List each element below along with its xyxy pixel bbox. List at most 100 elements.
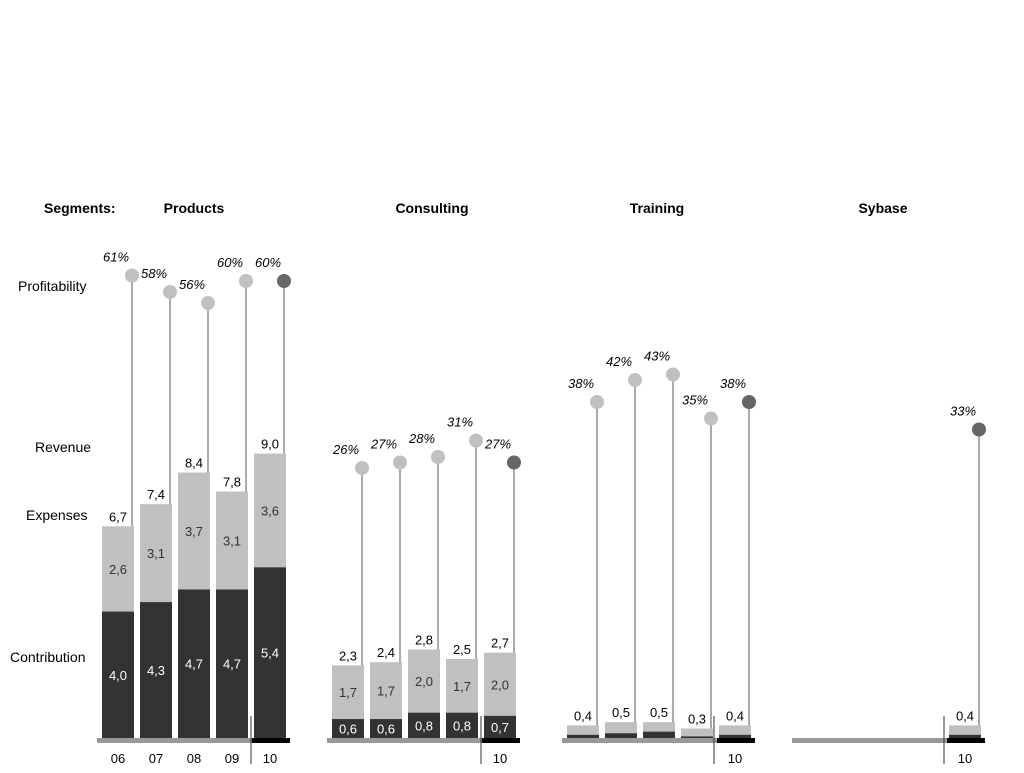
revenue-label-consulting-2: 2,8 — [415, 633, 433, 648]
contribution-bar-products-3 — [216, 589, 248, 738]
profitability-label-consulting-0: 26% — [332, 442, 359, 457]
expenses-label-products-2: 3,7 — [185, 524, 203, 539]
year-tick-training-10: 10 — [728, 751, 742, 766]
expenses-label-products-0: 2,6 — [109, 562, 127, 577]
profitability-marker-training-4 — [742, 395, 756, 409]
contribution-bar-products-0 — [102, 611, 134, 738]
chart-marks: Products 06 61% 4,0 2,6 6,7 07 58% 4,3 3,1 7,4 08 56… — [97, 200, 986, 766]
contribution-bar-products-4 — [254, 567, 286, 738]
contribution-label-products-4: 5,4 — [261, 646, 279, 661]
contribution-label-consulting-0: 0,6 — [339, 722, 357, 737]
revenue-label-training-0: 0,4 — [574, 708, 592, 723]
segment-header-training: Training — [630, 200, 684, 216]
expenses-bar-training-0 — [567, 725, 599, 738]
contribution-label-products-1: 4,3 — [147, 663, 165, 678]
contribution-bar-consulting-4 — [484, 715, 516, 738]
revenue-label-products-0: 6,7 — [109, 509, 127, 524]
profitability-label-training-3: 35% — [682, 393, 708, 408]
contribution-bar-training-2 — [643, 731, 675, 738]
revenue-label-consulting-4: 2,7 — [491, 636, 509, 651]
contribution-bar-consulting-3 — [446, 712, 478, 738]
profitability-marker-sybase-4 — [972, 422, 986, 437]
profitability-marker-consulting-0 — [355, 461, 369, 475]
profitability-marker-training-0 — [590, 395, 604, 409]
expenses-label-consulting-0: 1,7 — [339, 685, 357, 700]
profitability-label-products-0: 61% — [103, 250, 129, 265]
year-tick-products-09: 09 — [225, 751, 239, 766]
profitability-label-sybase-4: 33% — [950, 404, 976, 419]
revenue-label-sybase-4: 0,4 — [956, 708, 974, 723]
profitability-label-consulting-1: 27% — [370, 437, 397, 452]
contribution-bar-training-1 — [605, 733, 637, 738]
profitability-label-products-2: 56% — [179, 277, 205, 292]
profitability-marker-products-1 — [163, 285, 177, 299]
profitability-marker-training-2 — [666, 367, 680, 382]
contribution-label-consulting-2: 0,8 — [415, 718, 433, 733]
revenue-label-consulting-0: 2,3 — [339, 648, 357, 663]
contribution-bar-consulting-0 — [332, 719, 364, 738]
contribution-label-consulting-4: 0,7 — [491, 720, 509, 735]
row-label-contribution: Contribution — [10, 649, 86, 665]
year-tick-sybase-10: 10 — [958, 751, 972, 766]
profitability-label-consulting-4: 27% — [484, 437, 511, 452]
profitability-marker-products-0 — [125, 268, 139, 283]
profitability-label-training-0: 38% — [568, 376, 594, 391]
profitability-label-consulting-3: 31% — [447, 415, 473, 430]
year-tick-products-08: 08 — [187, 751, 201, 766]
contribution-label-products-0: 4,0 — [109, 668, 127, 683]
revenue-label-consulting-3: 2,5 — [453, 642, 471, 657]
expenses-label-consulting-2: 2,0 — [415, 674, 433, 689]
contribution-bar-products-1 — [140, 602, 172, 738]
year-tick-consulting-10: 10 — [493, 751, 507, 766]
profitability-label-products-4: 60% — [255, 255, 281, 270]
profitability-marker-products-4 — [277, 274, 291, 288]
contribution-bar-products-2 — [178, 589, 210, 738]
expenses-bar-sybase-4 — [949, 725, 981, 738]
row-label-expenses: Expenses — [26, 507, 87, 523]
contribution-bar-training-4 — [719, 734, 751, 738]
contribution-label-products-2: 4,7 — [185, 657, 203, 672]
year-tick-products-10: 10 — [263, 751, 277, 766]
expenses-bar-training-3 — [681, 728, 713, 738]
profitability-label-consulting-2: 28% — [408, 431, 435, 446]
revenue-label-consulting-1: 2,4 — [377, 645, 395, 660]
profitability-label-products-3: 60% — [217, 255, 243, 270]
contribution-bar-consulting-2 — [408, 712, 440, 738]
expenses-label-consulting-1: 1,7 — [377, 684, 395, 699]
revenue-label-products-2: 8,4 — [185, 456, 203, 471]
profitability-label-training-2: 43% — [644, 349, 670, 364]
profitability-marker-products-2 — [201, 296, 215, 310]
profitability-marker-products-3 — [239, 274, 253, 288]
expenses-label-products-4: 3,6 — [261, 503, 279, 518]
segment-header-products: Products — [164, 200, 225, 216]
segments-label: Segments: — [44, 200, 116, 216]
profitability-marker-consulting-4 — [507, 455, 521, 470]
profitability-marker-consulting-2 — [431, 450, 445, 464]
contribution-label-products-3: 4,7 — [223, 657, 241, 672]
row-label-revenue: Revenue — [35, 439, 91, 455]
expenses-bar-training-4 — [719, 725, 751, 738]
year-tick-products-07: 07 — [149, 751, 163, 766]
profitability-label-training-1: 42% — [606, 354, 632, 369]
contribution-label-consulting-1: 0,6 — [377, 722, 395, 737]
contribution-bar-sybase-4 — [949, 734, 981, 738]
contribution-bar-training-0 — [567, 734, 599, 738]
segment-header-consulting: Consulting — [395, 200, 468, 216]
profitability-marker-training-1 — [628, 373, 642, 387]
expenses-label-products-1: 3,1 — [147, 546, 165, 561]
expenses-label-consulting-4: 2,0 — [491, 677, 509, 692]
profitability-marker-consulting-1 — [393, 455, 407, 470]
segment-header-sybase: Sybase — [858, 200, 907, 216]
revenue-label-training-2: 0,5 — [650, 705, 668, 720]
revenue-label-training-4: 0,4 — [726, 708, 744, 723]
year-tick-products-06: 06 — [111, 751, 125, 766]
row-label-profitability: Profitability — [18, 278, 86, 294]
revenue-label-products-4: 9,0 — [261, 437, 279, 452]
profitability-marker-training-3 — [704, 411, 718, 426]
revenue-label-products-1: 7,4 — [147, 487, 165, 502]
revenue-label-products-3: 7,8 — [223, 475, 241, 490]
revenue-label-training-1: 0,5 — [612, 705, 630, 720]
contribution-bar-training-3 — [681, 736, 713, 738]
